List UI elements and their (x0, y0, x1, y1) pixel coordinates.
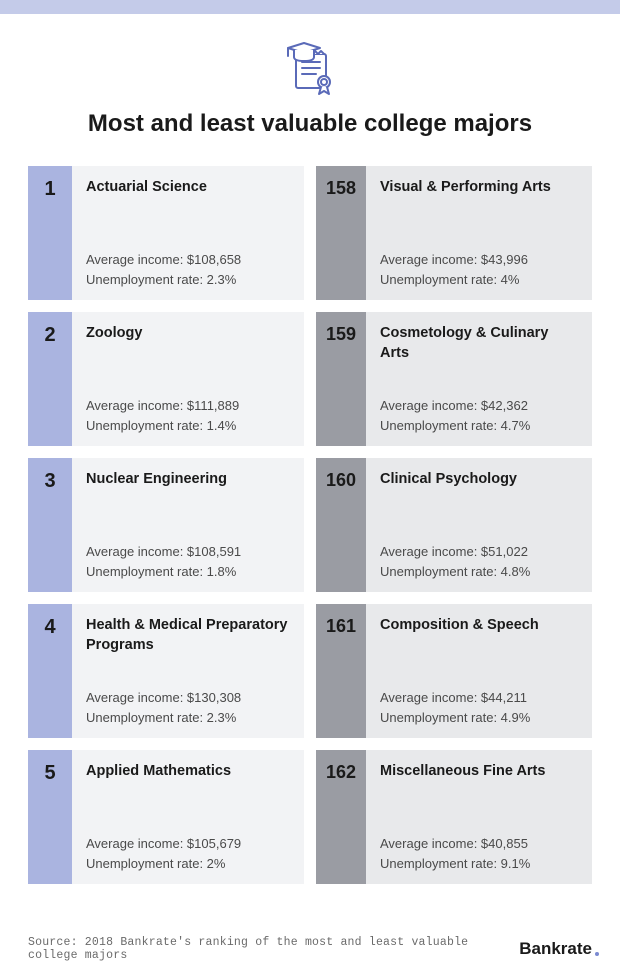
rank-badge: 5 (28, 750, 72, 884)
page-title: Most and least valuable college majors (28, 110, 592, 138)
unemployment-rate: Unemployment rate: 1.4% (86, 416, 290, 436)
card-body: Clinical Psychology Average income: $51,0… (366, 458, 592, 592)
average-income: Average income: $130,308 (86, 688, 290, 708)
rank-badge: 162 (316, 750, 366, 884)
card-body: Nuclear Engineering Average income: $108,… (72, 458, 304, 592)
card-body: Composition & Speech Average income: $44,… (366, 604, 592, 738)
unemployment-rate: Unemployment rate: 9.1% (380, 854, 578, 874)
major-name: Visual & Performing Arts (380, 178, 578, 218)
diploma-icon (280, 42, 340, 96)
major-name: Zoology (86, 324, 290, 364)
card-body: Actuarial Science Average income: $108,65… (72, 166, 304, 300)
card-body: Zoology Average income: $111,889Unemploym… (72, 312, 304, 446)
source-text: Source: 2018 Bankrate's ranking of the m… (28, 936, 519, 962)
major-card: 158 Visual & Performing Arts Average incom… (316, 166, 592, 300)
top-accent-bar (0, 0, 620, 14)
rank-badge: 2 (28, 312, 72, 446)
header-icon-wrap (28, 42, 592, 96)
major-name: Health & Medical Preparatory Programs (86, 616, 290, 656)
unemployment-rate: Unemployment rate: 4.9% (380, 708, 578, 728)
unemployment-rate: Unemployment rate: 1.8% (86, 562, 290, 582)
average-income: Average income: $43,996 (380, 250, 578, 270)
average-income: Average income: $111,889 (86, 396, 290, 416)
major-card: 159 Cosmetology & Culinary Arts Average in… (316, 312, 592, 446)
major-card: 5 Applied Mathematics Average income: $105… (28, 750, 304, 884)
average-income: Average income: $40,855 (380, 834, 578, 854)
least-valuable-column: 158 Visual & Performing Arts Average incom… (316, 166, 592, 884)
unemployment-rate: Unemployment rate: 4.8% (380, 562, 578, 582)
unemployment-rate: Unemployment rate: 2.3% (86, 270, 290, 290)
major-name: Applied Mathematics (86, 762, 290, 802)
major-card: 162 Miscellaneous Fine Arts Average income… (316, 750, 592, 884)
rank-badge: 1 (28, 166, 72, 300)
major-card: 1 Actuarial Science Average income: $108,6… (28, 166, 304, 300)
unemployment-rate: Unemployment rate: 4% (380, 270, 578, 290)
rank-badge: 160 (316, 458, 366, 592)
unemployment-rate: Unemployment rate: 2% (86, 854, 290, 874)
card-body: Applied Mathematics Average income: $105,… (72, 750, 304, 884)
major-card: 3 Nuclear Engineering Average income: $108… (28, 458, 304, 592)
rank-badge: 4 (28, 604, 72, 738)
average-income: Average income: $105,679 (86, 834, 290, 854)
average-income: Average income: $108,658 (86, 250, 290, 270)
rank-badge: 159 (316, 312, 366, 446)
brand-logo: Bankrate (519, 939, 592, 959)
average-income: Average income: $42,362 (380, 396, 578, 416)
major-card: 160 Clinical Psychology Average income: $5… (316, 458, 592, 592)
major-name: Nuclear Engineering (86, 470, 290, 510)
card-body: Cosmetology & Culinary Arts Average incom… (366, 312, 592, 446)
average-income: Average income: $51,022 (380, 542, 578, 562)
major-name: Miscellaneous Fine Arts (380, 762, 578, 802)
columns-container: 1 Actuarial Science Average income: $108,6… (28, 166, 592, 884)
average-income: Average income: $108,591 (86, 542, 290, 562)
card-body: Miscellaneous Fine Arts Average income: $… (366, 750, 592, 884)
major-card: 2 Zoology Average income: $111,889Unemploy… (28, 312, 304, 446)
card-body: Visual & Performing Arts Average income: … (366, 166, 592, 300)
rank-badge: 161 (316, 604, 366, 738)
main-content: Most and least valuable college majors 1… (0, 14, 620, 914)
major-name: Cosmetology & Culinary Arts (380, 324, 578, 364)
major-card: 4 Health & Medical Preparatory Programs Av… (28, 604, 304, 738)
card-body: Health & Medical Preparatory Programs Ave… (72, 604, 304, 738)
rank-badge: 3 (28, 458, 72, 592)
major-name: Clinical Psychology (380, 470, 578, 510)
most-valuable-column: 1 Actuarial Science Average income: $108,6… (28, 166, 304, 884)
major-card: 161 Composition & Speech Average income: $… (316, 604, 592, 738)
unemployment-rate: Unemployment rate: 4.7% (380, 416, 578, 436)
major-name: Actuarial Science (86, 178, 290, 218)
major-name: Composition & Speech (380, 616, 578, 656)
average-income: Average income: $44,211 (380, 688, 578, 708)
footer: Source: 2018 Bankrate's ranking of the m… (0, 914, 620, 980)
unemployment-rate: Unemployment rate: 2.3% (86, 708, 290, 728)
rank-badge: 158 (316, 166, 366, 300)
